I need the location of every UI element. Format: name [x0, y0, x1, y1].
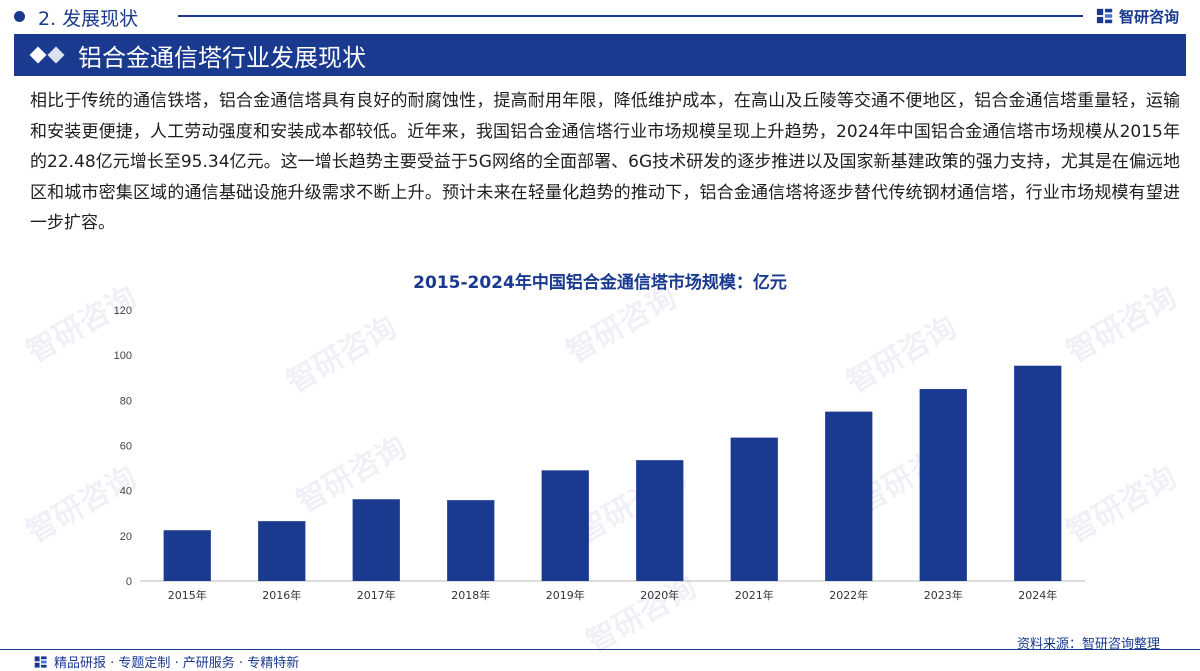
footer-tags-text: 精品研报 · 专题定制 · 产研服务 · 专精特新 — [54, 656, 300, 671]
x-tick-label: 2022年 — [829, 588, 868, 602]
x-tick-label: 2018年 — [451, 588, 490, 602]
divider — [178, 15, 1083, 17]
x-tick-label: 2020年 — [640, 588, 679, 602]
bar — [541, 470, 589, 581]
brand: 智研咨询 — [1096, 5, 1179, 27]
y-tick-label: 120 — [114, 305, 132, 317]
x-tick-label: 2019年 — [546, 588, 585, 602]
bullet-icon — [14, 11, 25, 22]
bar — [730, 437, 778, 581]
x-tick-label: 2021年 — [735, 588, 774, 602]
bar — [163, 530, 211, 581]
bar — [352, 499, 400, 581]
bar — [825, 411, 873, 581]
title-banner: 铝合金通信塔行业发展现状 — [14, 34, 1186, 76]
brand-logo-icon — [34, 655, 47, 668]
top-bar: 2. 发展现状 智研咨询 — [0, 0, 1200, 34]
x-tick-label: 2024年 — [1018, 588, 1057, 602]
brand-name: 智研咨询 — [1119, 7, 1180, 26]
bar-chart: 0 20 40 60 80 100 120 2015年 2016年 2017年 2018年 2019年… — [114, 305, 1085, 602]
chart-title: 2015-2024年中国铝合金通信塔市场规模：亿元 — [413, 273, 787, 293]
y-tick-label: 40 — [120, 486, 132, 498]
brand-logo-icon — [1096, 8, 1113, 24]
y-tick-label: 100 — [114, 350, 132, 362]
diamond-icon — [29, 46, 47, 64]
footer-divider — [0, 649, 1200, 650]
y-tick-label: 60 — [120, 441, 132, 453]
bar — [258, 521, 306, 581]
footer-tags: 精品研报 · 专题定制 · 产研服务 · 专精特新 — [34, 652, 299, 671]
x-tick-label: 2017年 — [357, 588, 396, 602]
source-note: 资料来源：智研咨询整理 — [1016, 637, 1160, 652]
diamond-icon — [47, 46, 65, 64]
x-tick-label: 2015年 — [168, 588, 207, 602]
page-title: 铝合金通信塔行业发展现状 — [78, 43, 366, 72]
body-paragraph: 相比于传统的通信铁塔，铝合金通信塔具有良好的耐腐蚀性，提高耐用年限，降低维护成本… — [30, 91, 1180, 233]
y-tick-label: 20 — [120, 531, 132, 543]
section-title: 2. 发展现状 — [38, 8, 139, 30]
bar — [447, 500, 495, 581]
bar — [1014, 365, 1062, 581]
bar — [919, 389, 967, 581]
bar — [636, 460, 684, 581]
x-tick-label: 2023年 — [924, 588, 963, 602]
y-tick-label: 0 — [126, 576, 132, 588]
y-tick-label: 80 — [120, 395, 132, 407]
x-tick-label: 2016年 — [262, 588, 301, 602]
